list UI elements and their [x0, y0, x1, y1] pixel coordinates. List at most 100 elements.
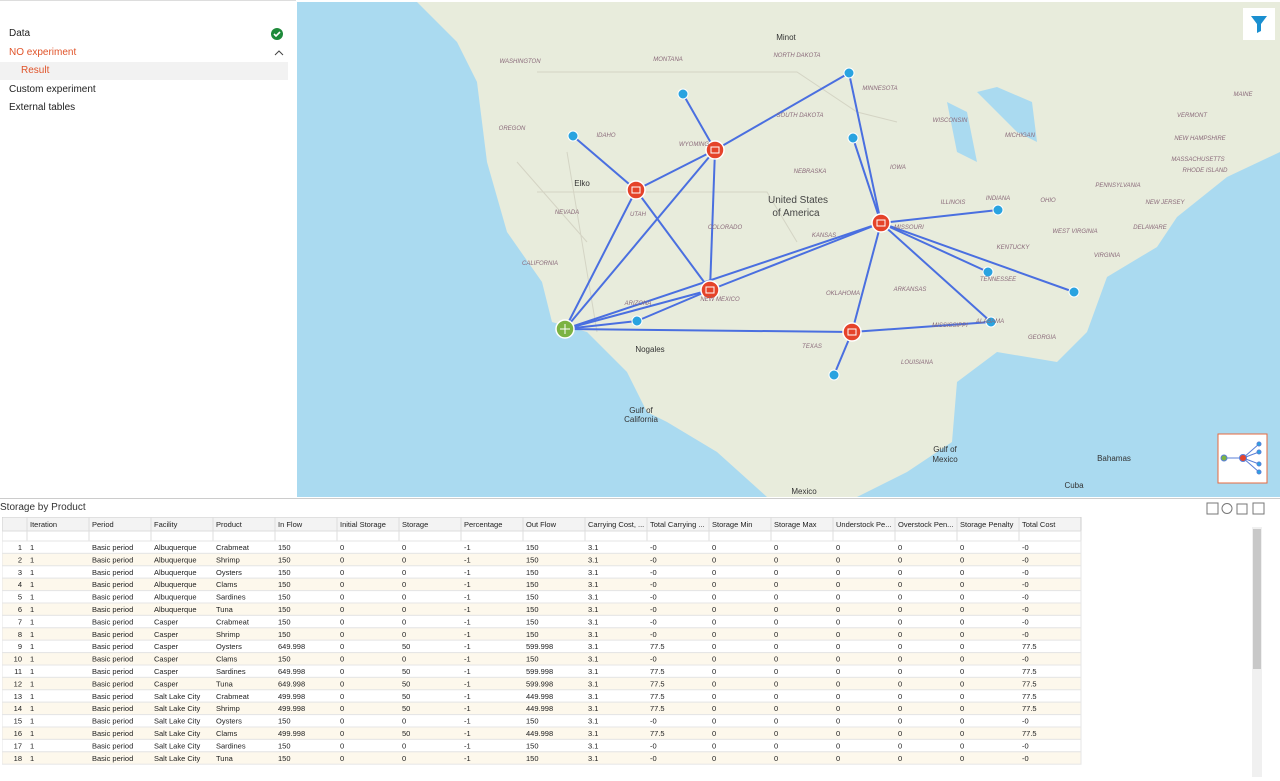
- cell: 0: [340, 667, 344, 676]
- cell: 0: [712, 580, 716, 589]
- maximize-button[interactable]: [1252, 502, 1265, 515]
- cell: 0: [402, 605, 406, 614]
- cell: Albuquerque: [154, 555, 197, 564]
- cell: 3.1: [588, 543, 598, 552]
- cell: Basic period: [92, 704, 133, 713]
- cell: 0: [402, 555, 406, 564]
- cell: 0: [960, 642, 964, 651]
- cell: 0: [340, 568, 344, 577]
- warehouse: [700, 280, 720, 300]
- column-header: Initial Storage: [340, 520, 386, 529]
- cell: 0: [836, 754, 840, 763]
- map-label: Mexico: [791, 487, 817, 496]
- nav-item[interactable]: External tables: [9, 102, 76, 113]
- cell: 0: [774, 741, 778, 750]
- map-label: ILLINOIS: [941, 200, 966, 206]
- cell: 0: [898, 630, 902, 639]
- nav-item[interactable]: Data: [0, 25, 288, 43]
- cell: 77.5: [650, 692, 665, 701]
- cell: Basic period: [92, 655, 133, 664]
- map-label: CALIFORNIA: [522, 261, 558, 267]
- cell: 1: [30, 655, 34, 664]
- cell: Basic period: [92, 617, 133, 626]
- cell: 0: [960, 655, 964, 664]
- copy-button[interactable]: [1236, 503, 1248, 515]
- cell: 1: [30, 729, 34, 738]
- cell: 449.998: [526, 692, 553, 701]
- cell: -0: [1022, 741, 1029, 750]
- map-label: Elko: [574, 179, 590, 188]
- warehouse-icon: [631, 186, 641, 194]
- nav-label: Data: [9, 28, 31, 39]
- cell: 3.1: [588, 729, 598, 738]
- add-button[interactable]: [1206, 502, 1219, 515]
- nav-item[interactable]: NO experiment: [0, 44, 288, 62]
- cell: 0: [712, 555, 716, 564]
- row-number: 13: [14, 692, 22, 701]
- cell: -1: [464, 593, 471, 602]
- row-number: 18: [14, 754, 22, 763]
- cell: 0: [960, 605, 964, 614]
- cell: 0: [340, 593, 344, 602]
- cell: 0: [340, 642, 344, 651]
- cell: 150: [278, 754, 291, 763]
- cell: -0: [1022, 593, 1029, 602]
- row-number: 10: [14, 655, 22, 664]
- cell: 3.1: [588, 741, 598, 750]
- cell: Basic period: [92, 543, 133, 552]
- map-label: MASSACHUSETTS: [1171, 157, 1224, 163]
- cell: 499.998: [278, 692, 305, 701]
- scrollbar-thumb[interactable]: [1253, 529, 1261, 669]
- customer: [847, 132, 859, 144]
- cell: -1: [464, 580, 471, 589]
- nav-item[interactable]: Custom experiment: [9, 84, 96, 95]
- land: [417, 2, 1280, 497]
- cell: 0: [402, 593, 406, 602]
- column-header: Understock Pe...: [836, 520, 891, 529]
- cell: 150: [278, 741, 291, 750]
- cell: -1: [464, 555, 471, 564]
- cell: 0: [898, 655, 902, 664]
- map-label: MISSISSIPPI: [932, 323, 968, 329]
- column-header: In Flow: [278, 520, 303, 529]
- sidebar: Data NO experiment Result Custom experim…: [0, 0, 296, 497]
- map-label: LOUISIANA: [901, 360, 933, 366]
- cell: -1: [464, 605, 471, 614]
- cell: -1: [464, 655, 471, 664]
- cell: 0: [960, 754, 964, 763]
- map-label: IOWA: [890, 165, 906, 171]
- map-label: MAINE: [1233, 92, 1253, 98]
- cell: 77.5: [1022, 692, 1037, 701]
- column-header: Storage Penalty: [960, 520, 1014, 529]
- cell: 0: [898, 704, 902, 713]
- table-panel: Storage by Product Iteration Period Facili…: [0, 498, 1280, 781]
- nav-label: NO experiment: [9, 47, 77, 58]
- cell: 0: [712, 655, 716, 664]
- cell: 3.1: [588, 555, 598, 564]
- cell: 77.5: [650, 704, 665, 713]
- cell: 150: [526, 717, 539, 726]
- map-label: ARIZONA: [624, 301, 652, 307]
- row-number: 1: [18, 543, 22, 552]
- cell: 0: [402, 568, 406, 577]
- map-label: California: [624, 415, 658, 424]
- column-header: Storage Max: [774, 520, 817, 529]
- cell: Sardines: [216, 593, 246, 602]
- cell: Oysters: [216, 717, 242, 726]
- route: [709, 222, 882, 291]
- cell: 0: [774, 667, 778, 676]
- cell: -0: [1022, 754, 1029, 763]
- cell: Casper: [154, 667, 179, 676]
- cell: 3.1: [588, 667, 598, 676]
- cell: -0: [650, 630, 657, 639]
- map-label: VIRGINIA: [1094, 253, 1120, 259]
- cell: 0: [898, 617, 902, 626]
- nav-item[interactable]: Result: [0, 62, 288, 80]
- cell: 3.1: [588, 568, 598, 577]
- filter-icon: [1251, 16, 1267, 33]
- row-number: 11: [14, 667, 22, 676]
- map-label: United States: [768, 195, 828, 206]
- settings-button[interactable]: [1221, 503, 1233, 514]
- cell: 0: [960, 543, 964, 552]
- map-label: DELAWARE: [1133, 225, 1167, 231]
